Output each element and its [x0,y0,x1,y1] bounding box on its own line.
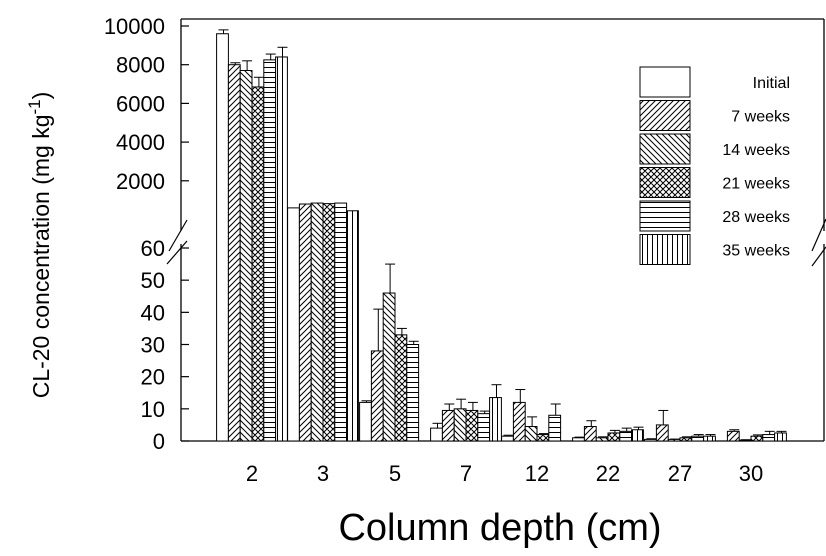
y-tick-label: 30 [141,333,165,358]
bar [334,202,348,442]
bar [679,437,693,442]
bar [548,414,562,442]
legend-label: 21 weeks [722,176,790,193]
bar [251,86,265,442]
x-tick-label: 7 [460,461,472,486]
bar [524,426,538,442]
bar [298,203,312,442]
bar [726,430,740,442]
y-axis-label-close: ) [28,92,54,100]
y-tick-label: 60 [141,236,165,261]
legend-swatch [639,234,691,265]
x-tick-label: 5 [389,461,401,486]
y-tick-label: 0 [153,429,165,454]
legend-label: Initial [753,75,790,92]
legend-swatch [639,167,691,198]
bar [394,334,408,442]
axis-break-mark [168,219,188,252]
axis-break-mark [166,240,188,265]
bar [631,429,644,442]
bar [406,344,420,442]
bar [703,435,716,442]
y-tick-label: 4000 [116,130,165,155]
bar [750,435,764,442]
y-tick-label: 50 [141,268,165,293]
bar [263,59,277,442]
bars-group [216,29,787,442]
bar [655,424,669,442]
bar [287,207,300,442]
y-tick-label: 8000 [116,53,165,78]
bar [359,401,372,442]
axis-break-mark [811,218,826,252]
bar [346,210,359,442]
bar [322,203,336,442]
x-tick-label: 12 [525,461,549,486]
y-tick-label: 20 [141,365,165,390]
ticks-group: 0 10 20 30 40 50 60 2000 4000 6000 8000 10000 2 3 5 7 12… [104,14,763,486]
legend-label: 14 weeks [722,142,790,159]
y-tick-label: 10000 [104,14,165,39]
x-tick-label: 30 [739,461,763,486]
bar [536,434,550,442]
bar [370,350,384,442]
y-axis-label-superscript: -1 [25,99,44,114]
bar [607,432,621,442]
bar [489,397,502,442]
bar [667,438,681,442]
x-axis-label: Column depth (cm) [338,507,661,549]
x-tick-label: 27 [668,461,692,486]
y-axis-label: CL-20 concentration (mg kg-1) [25,92,54,399]
bar [239,70,253,442]
bar [441,409,455,442]
x-tick-label: 2 [246,461,258,486]
bar [453,408,467,442]
y-axis-label-main: CL-20 concentration (mg kg [28,114,54,398]
bar [227,64,241,442]
bar [465,409,479,442]
y-tick-label: 40 [141,300,165,325]
bar [501,435,514,442]
legend-swatch [639,200,691,232]
legend-swatch [639,133,691,165]
bar [275,56,288,442]
bar [691,435,705,442]
bar [216,33,229,442]
bar [382,292,396,442]
legend-swatch [639,66,691,98]
bar [477,413,491,442]
bar [619,430,633,442]
y-tick-label: 10 [141,397,165,422]
x-tick-label: 3 [317,461,329,486]
y-tick-label: 6000 [116,91,165,116]
axis-break-mark [811,246,826,267]
legend-swatch [639,100,691,131]
bar [774,432,787,442]
bar [430,427,443,442]
bar [310,202,324,442]
legend-label: 35 weeks [722,243,790,260]
bar [595,437,609,442]
legend-label: 28 weeks [722,209,790,226]
bar [512,401,526,442]
bar [572,437,585,442]
x-tick-label: 22 [596,461,620,486]
legend-label: 7 weeks [731,109,790,126]
bar [762,434,776,442]
bar [644,438,657,442]
bar [583,426,597,442]
y-tick-label: 2000 [116,169,165,194]
legend: Initial 7 weeks 14 weeks 21 weeks 28 weeks 35… [639,66,790,265]
